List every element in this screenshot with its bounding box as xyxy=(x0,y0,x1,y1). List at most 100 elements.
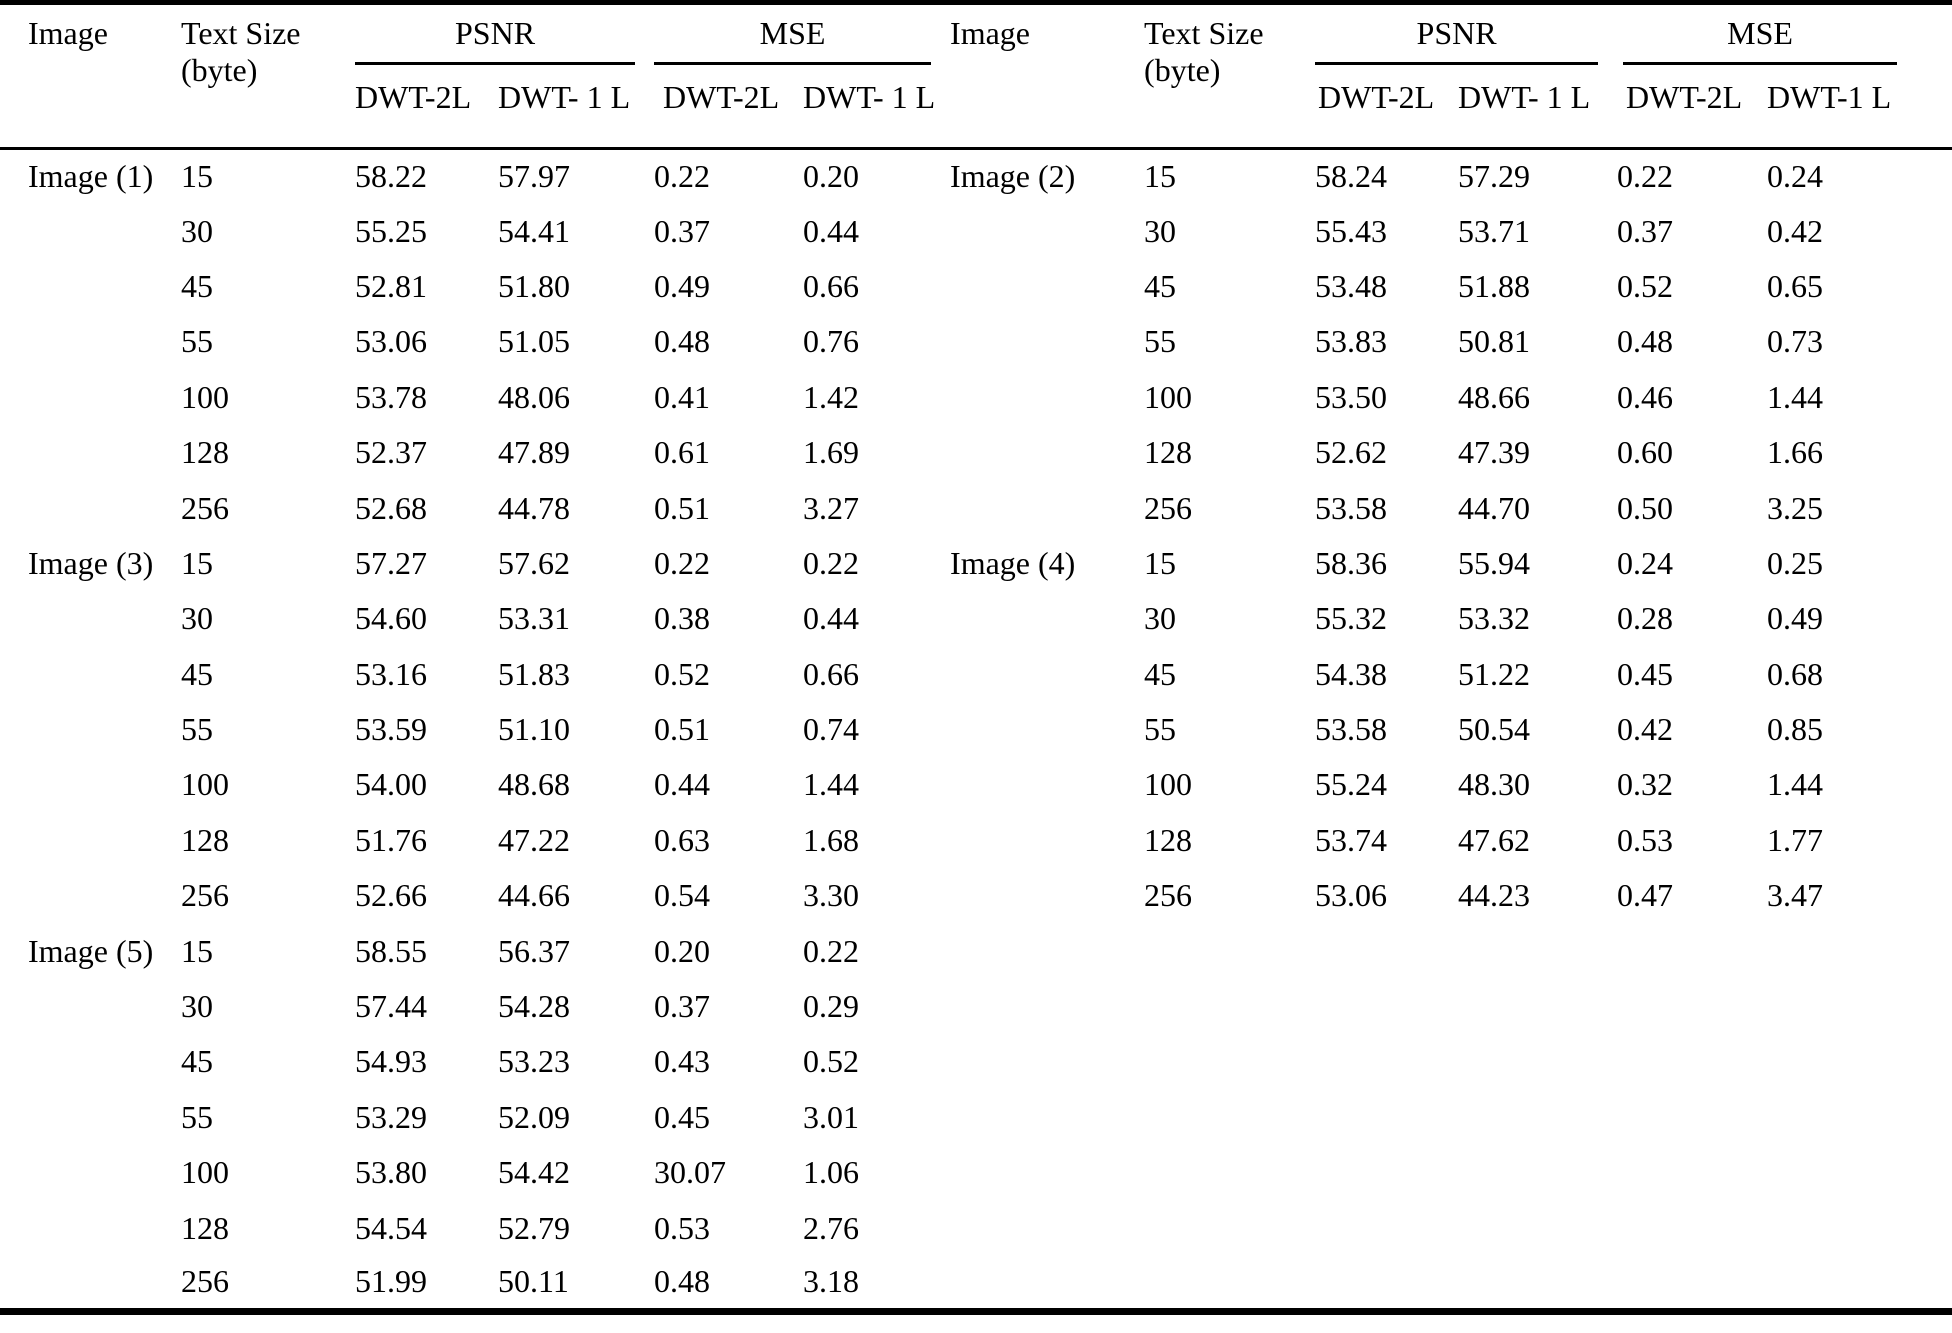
cell-mse-dwt1l: 0.22 xyxy=(803,932,860,969)
cell-psnr-dwt2l: 55.24 xyxy=(1315,766,1388,803)
cell-psnr-dwt2l xyxy=(1315,1256,1458,1311)
cell-psnr-dwt2l: 52.62 xyxy=(1315,434,1388,471)
cell-text-size: 15 xyxy=(181,157,213,194)
cell-mse-dwt2l: 0.52 xyxy=(1617,267,1674,304)
cell-psnr-dwt2l xyxy=(1315,1200,1458,1255)
cell-mse-dwt1l: 0.76 xyxy=(803,323,860,360)
cell-psnr-dwt2l: 51.99 xyxy=(355,1263,427,1300)
cell-text-size: 256 xyxy=(181,489,229,526)
cell-image-label xyxy=(0,1256,181,1311)
cell-text-size: 256 xyxy=(181,877,229,914)
cell-psnr-dwt1l xyxy=(1458,979,1617,1034)
cell-mse-dwt1l: 0.44 xyxy=(803,600,860,637)
cell-text-size xyxy=(1144,1090,1315,1145)
table-row: 55 53.06 51.05 0.48 0.76 55 53.83 50.81 0.48 0.73 xyxy=(0,314,1952,369)
header-text-size-left: Text Size (byte) xyxy=(181,3,355,149)
cell-text-size: 128 xyxy=(181,821,229,858)
cell-psnr-dwt1l xyxy=(1458,1090,1617,1145)
cell-mse-dwt1l xyxy=(1767,1256,1952,1311)
cell-mse-dwt2l: 0.32 xyxy=(1617,766,1674,803)
cell-mse-dwt2l xyxy=(1617,1145,1767,1200)
cell-text-size: 30 xyxy=(1144,600,1177,637)
table-body: Image (1) 15 58.22 57.97 0.22 0.20 Image (2) 15… xyxy=(0,148,1952,1311)
cell-mse-dwt2l: 0.61 xyxy=(654,434,711,471)
cell-image-label xyxy=(950,1200,1144,1255)
cell-mse-dwt1l: 0.24 xyxy=(1767,157,1824,194)
cell-psnr-dwt1l: 54.41 xyxy=(498,212,570,249)
cell-text-size: 55 xyxy=(1144,323,1177,360)
cell-psnr-dwt2l: 53.58 xyxy=(1315,489,1388,526)
cell-psnr-dwt2l: 52.68 xyxy=(355,489,427,526)
cell-text-size: 45 xyxy=(181,267,213,304)
cell-image-label xyxy=(950,425,1144,480)
cell-text-size: 45 xyxy=(181,1043,213,1080)
cell-psnr-dwt2l: 54.00 xyxy=(355,766,427,803)
cell-mse-dwt1l: 0.52 xyxy=(803,1043,860,1080)
cell-mse-dwt2l: 0.50 xyxy=(1617,489,1674,526)
cell-mse-dwt1l xyxy=(1767,923,1952,978)
cell-psnr-dwt1l: 53.23 xyxy=(498,1043,570,1080)
cell-text-size: 30 xyxy=(181,212,213,249)
cell-image-label xyxy=(0,203,181,258)
cell-mse-dwt1l: 0.25 xyxy=(1767,544,1824,581)
cell-psnr-dwt1l xyxy=(1458,923,1617,978)
cell-mse-dwt2l xyxy=(1617,923,1767,978)
cell-psnr-dwt1l xyxy=(1458,1034,1617,1089)
cell-text-size: 128 xyxy=(181,434,229,471)
cell-psnr-dwt2l: 53.58 xyxy=(1315,711,1388,748)
cell-text-size: 30 xyxy=(181,600,213,637)
cell-mse-dwt2l: 0.49 xyxy=(654,267,711,304)
cell-mse-dwt2l xyxy=(1617,1090,1767,1145)
cell-psnr-dwt2l: 53.16 xyxy=(355,655,427,692)
cell-psnr-dwt2l xyxy=(1315,1090,1458,1145)
cell-psnr-dwt1l: 44.66 xyxy=(498,877,570,914)
cell-text-size xyxy=(1144,923,1315,978)
cell-image-label xyxy=(0,370,181,425)
cell-mse-dwt2l: 0.37 xyxy=(1617,212,1674,249)
cell-mse-dwt2l: 0.38 xyxy=(654,600,711,637)
cell-mse-dwt1l: 0.20 xyxy=(803,157,860,194)
cell-mse-dwt2l: 0.43 xyxy=(654,1043,711,1080)
cell-text-size xyxy=(1144,1200,1315,1255)
cell-image-label xyxy=(0,813,181,868)
cell-mse-dwt2l: 0.47 xyxy=(1617,877,1674,914)
cell-mse-dwt1l: 1.06 xyxy=(803,1154,860,1191)
cell-mse-dwt2l: 0.20 xyxy=(654,932,711,969)
cell-mse-dwt1l: 1.44 xyxy=(803,766,860,803)
psnr-group-label: PSNR xyxy=(1315,15,1599,65)
table-row: Image (5) 15 58.55 56.37 0.20 0.22 xyxy=(0,923,1952,978)
cell-text-size: 55 xyxy=(181,711,213,748)
cell-image-label xyxy=(950,813,1144,868)
cell-mse-dwt1l: 0.44 xyxy=(803,212,860,249)
cell-image-label xyxy=(950,1256,1144,1311)
cell-text-size: 45 xyxy=(181,655,213,692)
cell-mse-dwt1l: 1.69 xyxy=(803,434,860,471)
cell-image-label xyxy=(0,1090,181,1145)
cell-image-label xyxy=(950,757,1144,812)
cell-mse-dwt2l: 0.51 xyxy=(654,489,711,526)
cell-psnr-dwt1l: 47.89 xyxy=(498,434,570,471)
cell-mse-dwt2l: 0.45 xyxy=(654,1098,711,1135)
cell-psnr-dwt2l: 52.81 xyxy=(355,267,427,304)
cell-psnr-dwt2l: 58.24 xyxy=(1315,157,1388,194)
cell-psnr-dwt2l: 58.36 xyxy=(1315,544,1388,581)
cell-psnr-dwt2l: 52.66 xyxy=(355,877,427,914)
cell-psnr-dwt2l: 57.27 xyxy=(355,544,427,581)
cell-psnr-dwt1l: 57.97 xyxy=(498,157,570,194)
cell-text-size: 55 xyxy=(181,323,213,360)
header-mse-group-left: MSE xyxy=(654,3,950,65)
header-text-size-line2: (byte) xyxy=(181,52,258,88)
cell-psnr-dwt2l: 53.83 xyxy=(1315,323,1388,360)
cell-mse-dwt1l: 1.42 xyxy=(803,378,860,415)
table-row: 256 51.99 50.11 0.48 3.18 xyxy=(0,1256,1952,1311)
cell-psnr-dwt1l: 47.22 xyxy=(498,821,570,858)
cell-psnr-dwt2l: 53.29 xyxy=(355,1098,427,1135)
cell-psnr-dwt2l: 54.54 xyxy=(355,1209,427,1246)
cell-psnr-dwt2l: 53.50 xyxy=(1315,378,1388,415)
cell-psnr-dwt1l: 51.10 xyxy=(498,711,570,748)
cell-psnr-dwt2l xyxy=(1315,1034,1458,1089)
table-row: 45 53.16 51.83 0.52 0.66 45 54.38 51.22 0.45 0.68 xyxy=(0,647,1952,702)
header-row-groups: Image Text Size (byte) PSNR MSE Image Te… xyxy=(0,3,1952,88)
cell-psnr-dwt1l: 44.78 xyxy=(498,489,570,526)
